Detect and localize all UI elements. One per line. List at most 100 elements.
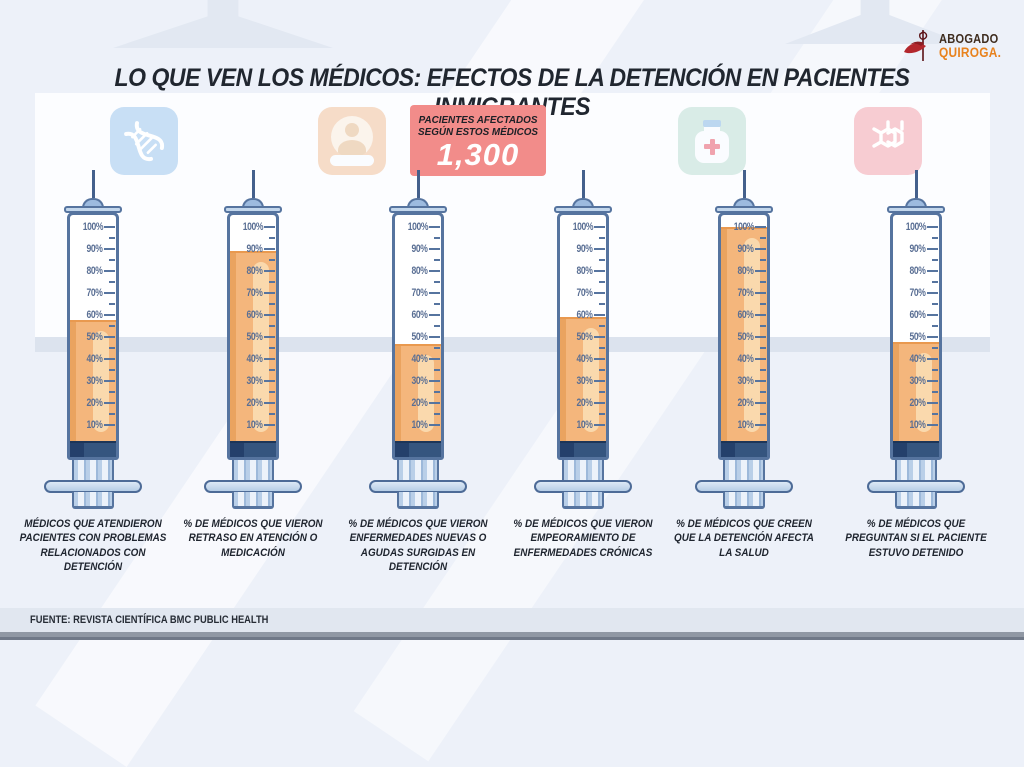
- fill-highlight: [418, 354, 434, 432]
- axis-tick: 70%: [572, 287, 605, 299]
- syringe-cap: [242, 198, 264, 208]
- axis-tick-label: 90%: [576, 243, 593, 255]
- axis-tick-label: 50%: [737, 331, 754, 343]
- axis-tick-label: 40%: [909, 353, 926, 365]
- syringe-gauge: 100% 90% 80% 70% 60% 50% 40% 30% 20% 10% MÉDICOS …: [13, 170, 173, 573]
- axis-tick-label: 40%: [576, 353, 593, 365]
- axis-tick-line: [429, 314, 440, 316]
- axis-tick-line: [755, 380, 766, 382]
- axis-tick-label: 60%: [246, 309, 263, 321]
- syringe-barrel: 100% 90% 80% 70% 60% 50% 40% 30% 20% 10%: [890, 212, 942, 460]
- fill-level-bar: [721, 227, 767, 441]
- axis-tick-line: [264, 270, 275, 272]
- axis-tick-label: 20%: [246, 397, 263, 409]
- axis-minor-tick: [932, 413, 938, 415]
- axis-tick-label: 50%: [576, 331, 593, 343]
- patients-affected-badge: PACIENTES AFECTADOS SEGÚN ESTOS MÉDICOS …: [410, 105, 546, 176]
- quiroga-mark-icon: [903, 30, 928, 61]
- axis-tick: 60%: [82, 309, 115, 321]
- axis-tick-label: 10%: [246, 419, 263, 431]
- axis-minor-tick: [109, 325, 115, 327]
- axis-minor-tick: [269, 325, 275, 327]
- axis-tick: 40%: [407, 353, 440, 365]
- syringe-plunger: [232, 492, 274, 509]
- axis-minor-tick: [932, 281, 938, 283]
- axis-tick: 90%: [905, 243, 938, 255]
- axis-tick: 100%: [567, 221, 605, 233]
- axis-tick-label: 90%: [411, 243, 428, 255]
- axis-minor-tick: [599, 413, 605, 415]
- axis-tick-line: [104, 380, 115, 382]
- axis-tick: 10%: [407, 419, 440, 431]
- syringe-plunger: [895, 492, 937, 509]
- axis-tick-label: 90%: [86, 243, 103, 255]
- axis-minor-tick: [269, 347, 275, 349]
- plunger-seal: [395, 441, 441, 457]
- syringe-cap: [407, 198, 429, 208]
- axis-tick: 100%: [402, 221, 440, 233]
- axis-tick-line: [594, 380, 605, 382]
- axis-tick: 30%: [905, 375, 938, 387]
- axis-minor-tick: [932, 259, 938, 261]
- axis-minor-tick: [109, 303, 115, 305]
- axis-tick-label: 80%: [86, 265, 103, 277]
- axis-minor-tick: [760, 303, 766, 305]
- axis-tick-line: [755, 248, 766, 250]
- axis-tick-line: [927, 380, 938, 382]
- axis-minor-tick: [434, 391, 440, 393]
- axis-tick-line: [429, 358, 440, 360]
- axis-tick: 50%: [407, 331, 440, 343]
- axis-minor-tick: [269, 391, 275, 393]
- syringe-gauge: 100% 90% 80% 70% 60% 50% 40% 30% 20% 10% % DE MÉD…: [836, 170, 996, 559]
- axis-tick-line: [927, 248, 938, 250]
- axis-tick-line: [927, 424, 938, 426]
- axis-tick-line: [594, 248, 605, 250]
- axis-tick: 50%: [905, 331, 938, 343]
- syringe-caption: % DE MÉDICOS QUE CREEN QUE LA DETENCIÓN …: [674, 518, 814, 559]
- syringe-grip: [895, 460, 937, 480]
- axis-tick: 70%: [733, 287, 766, 299]
- axis-tick: 40%: [82, 353, 115, 365]
- percent-scale: 100% 90% 80% 70% 60% 50% 40% 30% 20% 10%: [560, 215, 606, 457]
- axis-minor-tick: [109, 391, 115, 393]
- axis-tick-line: [755, 336, 766, 338]
- syringe-plunger: [72, 492, 114, 509]
- footer-bar-dark: [0, 637, 1024, 640]
- syringe-caption: % DE MÉDICOS QUE VIERON RETRASO EN ATENC…: [183, 518, 323, 559]
- source-citation: FUENTE: REVISTA CIENTÍFICA BMC PUBLIC HE…: [30, 614, 269, 626]
- syringe-plunger: [562, 492, 604, 509]
- axis-minor-tick: [760, 237, 766, 239]
- axis-minor-tick: [599, 325, 605, 327]
- percent-scale: 100% 90% 80% 70% 60% 50% 40% 30% 20% 10%: [893, 215, 939, 457]
- axis-tick-line: [429, 248, 440, 250]
- axis-tick-label: 100%: [572, 221, 594, 233]
- axis-minor-tick: [269, 369, 275, 371]
- axis-tick-label: 80%: [576, 265, 593, 277]
- axis-tick: 40%: [242, 353, 275, 365]
- axis-tick: 100%: [77, 221, 115, 233]
- axis-minor-tick: [760, 391, 766, 393]
- fill-highlight: [583, 328, 599, 432]
- axis-tick: 60%: [572, 309, 605, 321]
- syringe-caption: % DE MÉDICOS QUE VIERON ENFERMEDADES NUE…: [348, 518, 488, 573]
- axis-tick-line: [429, 226, 440, 228]
- axis-tick-line: [927, 226, 938, 228]
- axis-tick-line: [594, 424, 605, 426]
- percent-scale: 100% 90% 80% 70% 60% 50% 40% 30% 20% 10%: [395, 215, 441, 457]
- axis-tick-line: [429, 402, 440, 404]
- axis-tick-label: 40%: [411, 353, 428, 365]
- plunger-seal: [70, 441, 116, 457]
- axis-tick-line: [927, 292, 938, 294]
- syringe-grip: [397, 460, 439, 480]
- axis-minor-tick: [599, 259, 605, 261]
- axis-tick-line: [264, 248, 275, 250]
- axis-minor-tick: [760, 413, 766, 415]
- percent-scale: 100% 90% 80% 70% 60% 50% 40% 30% 20% 10%: [70, 215, 116, 457]
- axis-tick: 80%: [733, 265, 766, 277]
- axis-tick: 20%: [242, 397, 275, 409]
- axis-tick-label: 70%: [576, 287, 593, 299]
- axis-minor-tick: [109, 369, 115, 371]
- axis-minor-tick: [760, 281, 766, 283]
- axis-minor-tick: [434, 413, 440, 415]
- syringe-barrel: 100% 90% 80% 70% 60% 50% 40% 30% 20% 10%: [227, 212, 279, 460]
